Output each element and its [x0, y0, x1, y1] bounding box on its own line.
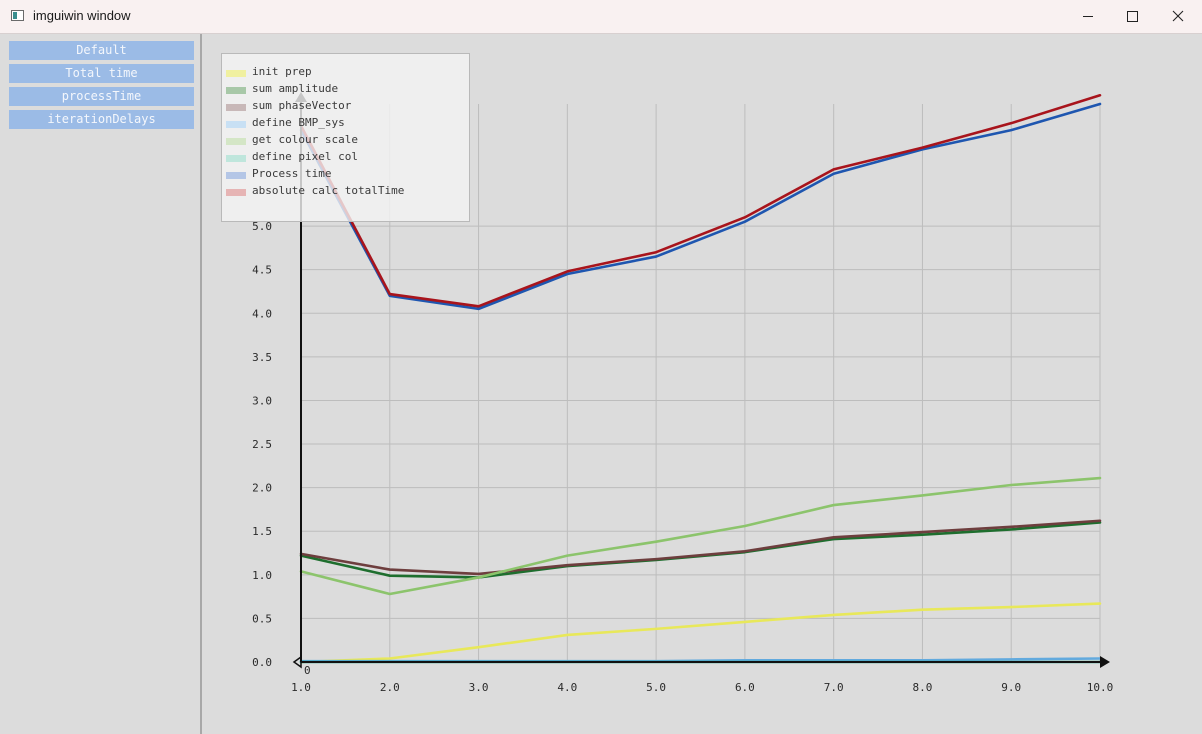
legend-item-5[interactable]: define pixel col — [226, 149, 466, 166]
legend-label-0: init prep — [252, 65, 312, 78]
legend-item-1[interactable]: sum amplitude — [226, 81, 466, 98]
y-tick-label-5: 2.5 — [252, 438, 272, 451]
app-window-icon — [11, 10, 24, 21]
x-tick-label-5: 6.0 — [735, 681, 755, 694]
origin-label: 0 — [304, 664, 311, 677]
legend-label-2: sum phaseVector — [252, 99, 352, 112]
y-tick-label-10: 5.0 — [252, 220, 272, 233]
legend-item-0[interactable]: init prep — [226, 64, 466, 81]
series-line-6[interactable] — [299, 102, 1102, 311]
legend-label-1: sum amplitude — [252, 82, 339, 95]
y-tick-label-8: 4.0 — [252, 307, 272, 320]
process-time-button[interactable]: processTime — [9, 87, 194, 106]
legend-item-3[interactable]: define BMP_sys — [226, 115, 466, 132]
maximize-button[interactable] — [1110, 0, 1156, 33]
origin-marker — [292, 655, 302, 669]
series-line-4[interactable] — [299, 476, 1102, 596]
y-tick-label-3: 1.5 — [252, 525, 272, 538]
legend-label-4: get colour scale — [252, 133, 358, 146]
legend-label-5: define pixel col — [252, 150, 358, 163]
x-tick-label-8: 9.0 — [1001, 681, 1021, 694]
x-tick-label-2: 3.0 — [469, 681, 489, 694]
y-tick-label-0: 0.0 — [252, 656, 272, 669]
y-tick-label-7: 3.5 — [252, 351, 272, 364]
legend-item-4[interactable]: get colour scale — [226, 132, 466, 149]
legend-swatch-3 — [226, 121, 246, 128]
y-tick-label-2: 1.0 — [252, 569, 272, 582]
x-axis-arrow — [1100, 656, 1110, 668]
y-tick-labels: 0.0 0.5 1.0 1.5 2.0 2.5 3.0 3.5 4.0 4.5 5.0 — [252, 220, 272, 669]
x-tick-label-4: 5.0 — [646, 681, 666, 694]
minimize-icon — [1083, 16, 1093, 17]
legend-item-6[interactable]: Process time — [226, 166, 466, 183]
maximize-icon — [1127, 11, 1138, 22]
x-tick-label-6: 7.0 — [824, 681, 844, 694]
legend: init prep sum amplitude sum phaseVector def… — [221, 53, 470, 222]
legend-swatch-0 — [226, 70, 246, 77]
series-line-2[interactable] — [299, 519, 1102, 576]
legend-swatch-6 — [226, 172, 246, 179]
legend-swatch-4 — [226, 138, 246, 145]
legend-item-7[interactable]: absolute calc totalTime — [226, 183, 466, 200]
title-bar: imguiwin window — [0, 0, 1202, 34]
close-button[interactable] — [1156, 0, 1202, 33]
close-icon — [1172, 10, 1184, 22]
sidebar: Default Total time processTime iteration… — [0, 34, 202, 734]
legend-swatch-5 — [226, 155, 246, 162]
window-title: imguiwin window — [33, 8, 131, 23]
x-tick-label-9: 10.0 — [1087, 681, 1114, 694]
x-tick-labels: 1.0 2.0 3.0 4.0 5.0 6.0 7.0 8.0 9.0 10.0 0 — [291, 664, 1113, 694]
plot-area[interactable]: 0.0 0.5 1.0 1.5 2.0 2.5 3.0 3.5 4.0 4.5 5.0 1.0 2.0… — [202, 34, 1202, 734]
series-line-7[interactable] — [299, 93, 1102, 308]
x-tick-label-3: 4.0 — [557, 681, 577, 694]
legend-label-6: Process time — [252, 167, 332, 180]
series-line-0[interactable] — [299, 602, 1102, 664]
y-tick-label-4: 2.0 — [252, 482, 272, 495]
minimize-button[interactable] — [1066, 0, 1112, 33]
legend-swatch-2 — [226, 104, 246, 111]
legend-swatch-7 — [226, 189, 246, 196]
total-time-button[interactable]: Total time — [9, 64, 194, 83]
legend-item-2[interactable]: sum phaseVector — [226, 98, 466, 115]
legend-label-7: absolute calc totalTime — [252, 184, 405, 197]
x-tick-label-7: 8.0 — [913, 681, 933, 694]
x-tick-label-1: 2.0 — [380, 681, 400, 694]
iteration-delays-button[interactable]: iterationDelays — [9, 110, 194, 129]
x-tick-label-0: 1.0 — [291, 681, 311, 694]
y-tick-label-9: 4.5 — [252, 264, 272, 277]
default-button[interactable]: Default — [9, 41, 194, 60]
legend-label-3: define BMP_sys — [252, 116, 345, 129]
legend-swatch-1 — [226, 87, 246, 94]
y-tick-label-1: 0.5 — [252, 612, 272, 625]
y-tick-label-6: 3.0 — [252, 394, 272, 407]
